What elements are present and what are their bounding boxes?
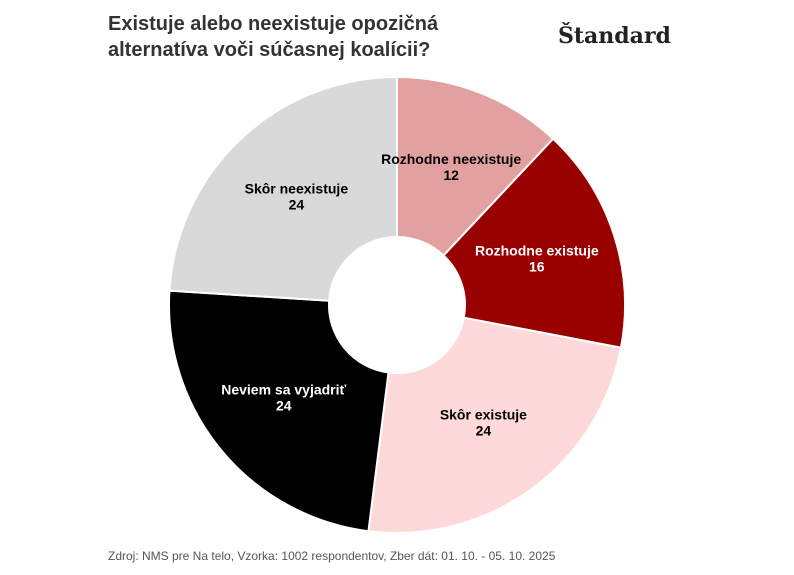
slice — [442, 137, 626, 349]
slice-value: 16 — [529, 258, 545, 274]
slice — [367, 316, 623, 534]
slice-value: 24 — [289, 197, 305, 213]
slice-value: 24 — [476, 423, 492, 439]
slice-value: 24 — [276, 397, 292, 413]
source: Zdroj: NMS pre Na telo, Vzorka: 1002 res… — [108, 549, 556, 563]
slice-label: Rozhodne existuje — [475, 242, 599, 258]
slice-label: Skôr neexistuje — [245, 181, 349, 197]
slice — [168, 75, 398, 302]
chart-title-line2: alternatíva voči súčasnej koalícii? — [108, 39, 430, 61]
slice-label: Skôr existuje — [440, 407, 527, 423]
slice-label: Rozhodne neexistuje — [381, 151, 521, 167]
slice — [396, 75, 555, 257]
chart-title-line1: Existuje alebo neexistuje opozičná — [108, 13, 439, 35]
slice-label: Neviem sa vyjadriť — [221, 381, 346, 397]
slice — [168, 289, 390, 533]
slice-value: 12 — [443, 167, 459, 183]
logo: Štandard — [558, 22, 671, 49]
